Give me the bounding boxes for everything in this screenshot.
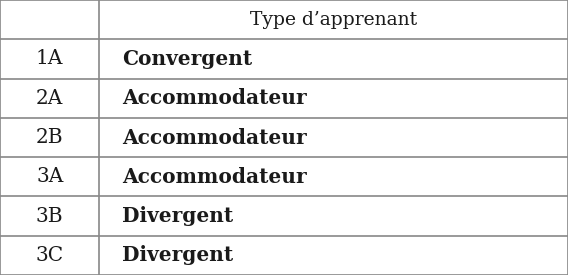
Text: 2A: 2A [36, 89, 64, 108]
Text: Accommodateur: Accommodateur [122, 128, 307, 147]
Text: 3A: 3A [36, 167, 64, 186]
Text: 2B: 2B [36, 128, 64, 147]
Text: Convergent: Convergent [122, 49, 252, 69]
Text: Accommodateur: Accommodateur [122, 167, 307, 187]
Text: Divergent: Divergent [122, 245, 233, 265]
Text: 1A: 1A [36, 50, 64, 68]
Text: 3B: 3B [36, 207, 64, 226]
Text: Type d’apprenant: Type d’apprenant [250, 11, 417, 29]
Text: 3C: 3C [36, 246, 64, 265]
Text: Divergent: Divergent [122, 206, 233, 226]
Text: Accommodateur: Accommodateur [122, 88, 307, 108]
